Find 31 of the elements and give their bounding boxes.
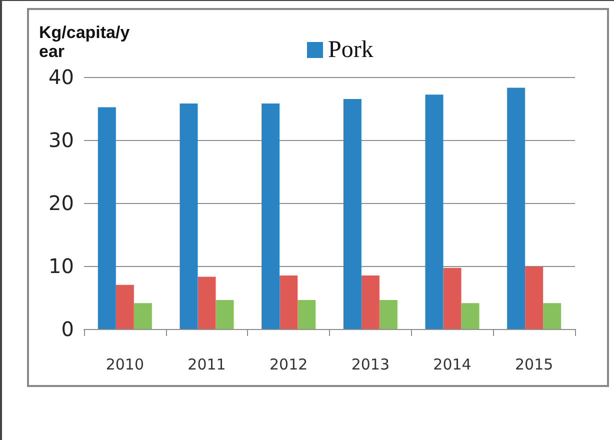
- bar: [507, 88, 526, 329]
- x-tick-label: 2013: [351, 356, 390, 374]
- bar: [379, 300, 398, 329]
- y-tick-label: 10: [48, 254, 74, 278]
- bar: [262, 103, 280, 329]
- bar: [280, 275, 298, 329]
- x-tick-label: 2010: [106, 356, 144, 374]
- bar: [298, 300, 316, 329]
- y-tick-label: 30: [48, 128, 74, 152]
- y-axis-title: Kg/capita/year: [39, 23, 130, 61]
- x-tick-label: 2014: [433, 356, 472, 374]
- bar: [543, 303, 562, 329]
- bar: [116, 284, 134, 329]
- bar: [361, 275, 380, 329]
- bar: [443, 268, 462, 329]
- bar: [198, 276, 216, 329]
- legend-label: Pork: [328, 37, 374, 63]
- bar: [98, 107, 116, 329]
- bar: [180, 103, 198, 329]
- y-tick-label: 20: [48, 191, 74, 215]
- bar: [461, 303, 480, 329]
- x-tick-label: 2015: [514, 356, 554, 374]
- bar: [525, 266, 544, 329]
- x-tick-label: 2012: [269, 356, 308, 374]
- y-tick-label: 0: [61, 317, 74, 341]
- bar: [216, 300, 234, 329]
- bar: [343, 99, 362, 329]
- bar: [134, 303, 152, 329]
- x-tick-label: 2011: [188, 356, 226, 374]
- bar: [425, 94, 444, 329]
- y-tick-label: 40: [48, 65, 74, 89]
